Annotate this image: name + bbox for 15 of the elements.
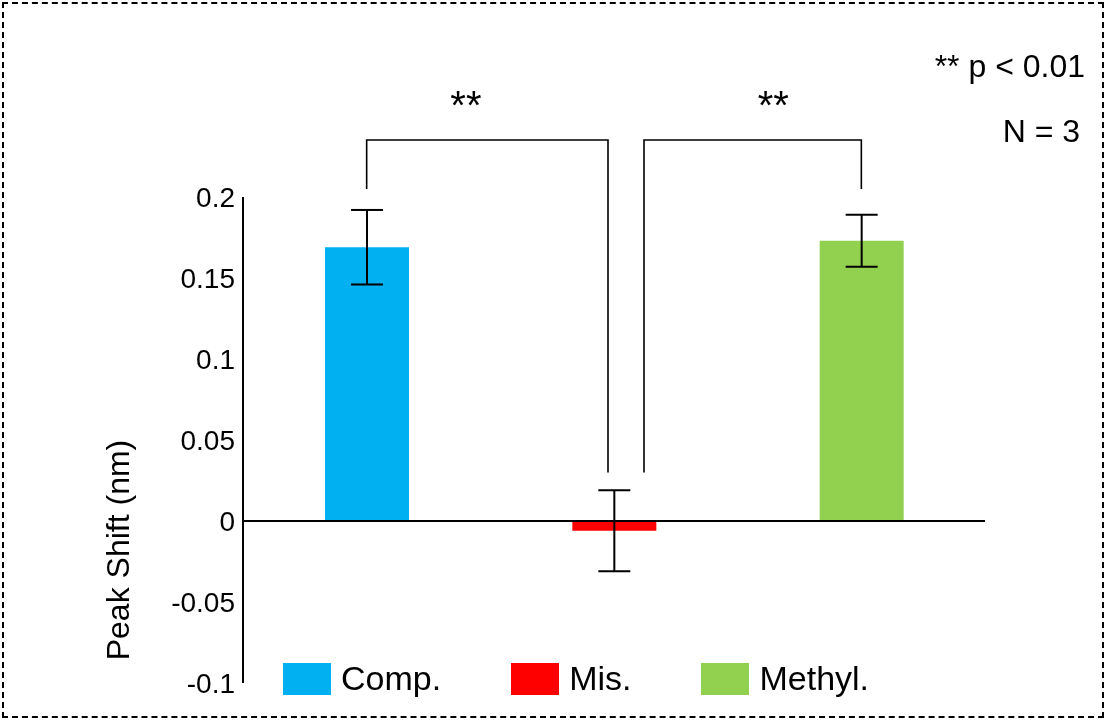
y-tick-label: -0.1: [186, 667, 235, 699]
text: **: [757, 83, 789, 127]
y-tick-label: 0: [219, 505, 235, 537]
text: **: [450, 83, 482, 127]
legend-label: Methyl.: [759, 659, 870, 698]
legend-label: Mis.: [569, 659, 632, 698]
legend-label: Comp.: [341, 659, 442, 698]
y-tick-label: 0.2: [196, 181, 235, 213]
text: N = 3: [1002, 113, 1080, 149]
text: ** p < 0.01: [934, 48, 1085, 84]
y-tick-label: 0.15: [180, 262, 235, 294]
y-axis-title: Peak Shift (nm): [100, 439, 137, 661]
y-tick-label: -0.05: [171, 586, 235, 618]
y-tick-label: 0.1: [196, 343, 235, 375]
y-tick-label: 0.05: [180, 424, 235, 456]
